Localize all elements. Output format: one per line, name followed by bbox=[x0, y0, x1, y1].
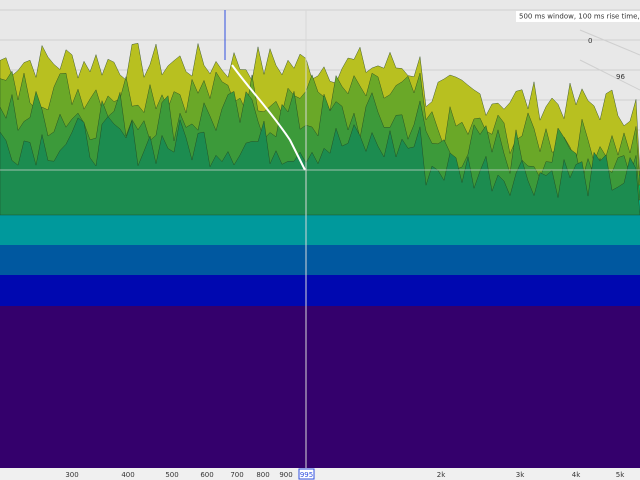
surface-layer bbox=[0, 116, 640, 216]
band bbox=[0, 275, 640, 306]
trace bbox=[231, 64, 306, 171]
band bbox=[0, 306, 640, 468]
x-axis: 300 400 500 600 700 800 900 2k 3k 4k 5k … bbox=[65, 468, 625, 480]
cursor-box bbox=[298, 468, 315, 480]
waterfall-surface bbox=[0, 43, 640, 216]
x-tick-label: 3k bbox=[516, 471, 525, 479]
x-tick-label: 700 bbox=[230, 471, 243, 479]
x-tick-label: 5k bbox=[616, 471, 625, 479]
x-tick-label: 600 bbox=[200, 471, 213, 479]
x-axis-strip bbox=[0, 468, 640, 480]
cursor-label: 995 bbox=[300, 471, 313, 479]
side-label: 96 bbox=[616, 73, 625, 81]
x-tick-label: 900 bbox=[279, 471, 292, 479]
side-label: 0 bbox=[588, 37, 592, 45]
annotation: 500 ms window, 100 ms rise time, 5.06 m bbox=[519, 13, 640, 21]
x-tick-label: 2k bbox=[437, 471, 446, 479]
x-tick-label: 300 bbox=[65, 471, 78, 479]
annotation-box bbox=[516, 11, 640, 22]
band bbox=[0, 245, 640, 275]
x-tick-label: 400 bbox=[121, 471, 134, 479]
x-tick-label: 4k bbox=[572, 471, 581, 479]
x-tick-label: 500 bbox=[165, 471, 178, 479]
x-tick-label: 800 bbox=[256, 471, 269, 479]
band bbox=[0, 215, 640, 245]
